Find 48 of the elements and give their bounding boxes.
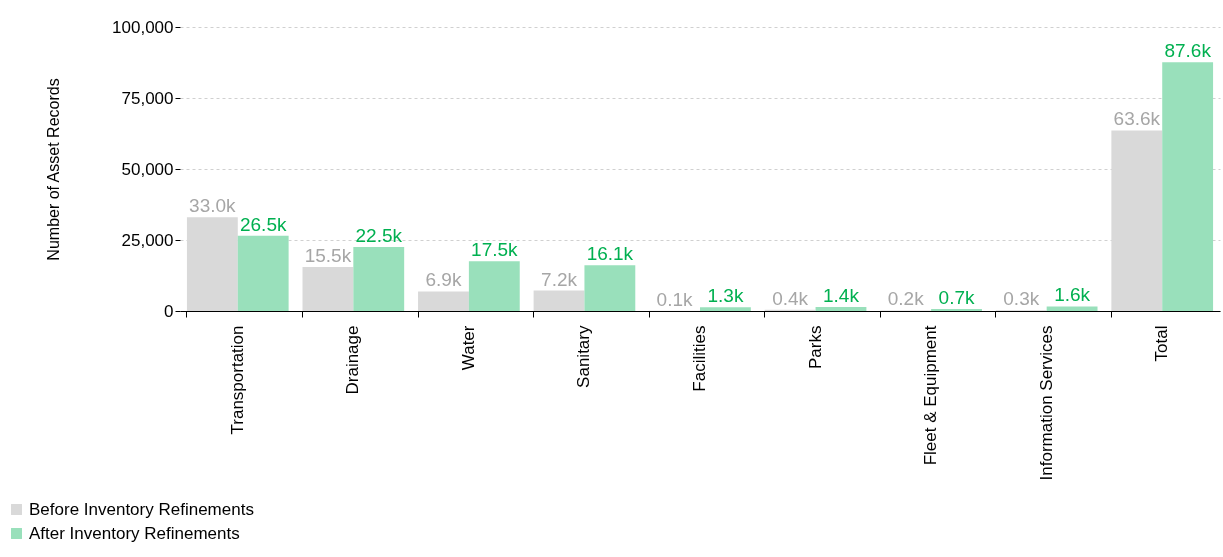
- y-tick-label: 50,000: [121, 159, 174, 179]
- y-axis-title: Number of Asset Records: [45, 78, 63, 261]
- x-tick-label: Information Services: [1036, 325, 1056, 481]
- data-label: 0.2k: [887, 288, 925, 310]
- data-label: 0.3k: [1003, 288, 1040, 310]
- data-label: 1.3k: [707, 285, 744, 307]
- data-label: 87.6k: [1164, 40, 1212, 62]
- bar: [237, 235, 289, 311]
- y-tick-label: 0: [164, 301, 174, 321]
- bar: [418, 291, 469, 311]
- bar: [302, 266, 354, 311]
- x-tick-label: Drainage: [343, 325, 363, 395]
- bar: [353, 247, 405, 311]
- data-label: 22.5k: [355, 225, 403, 247]
- x-tick-label: Total: [1152, 325, 1172, 362]
- data-label: 33.0k: [189, 195, 237, 217]
- data-label: 15.5k: [304, 244, 352, 266]
- x-tick-label: Water: [458, 325, 478, 371]
- bar: [584, 265, 636, 311]
- x-tick-label: Fleet & Equipment: [921, 325, 941, 466]
- bar: [533, 290, 585, 311]
- data-label: 0.1k: [656, 288, 694, 310]
- bar: [186, 217, 238, 311]
- legend-label: After Inventory Refinements: [29, 523, 240, 543]
- legend-label: Before Inventory Refinements: [29, 499, 254, 519]
- data-label: 1.4k: [823, 285, 860, 307]
- x-tick-label: Facilities: [690, 325, 709, 392]
- bar: [1111, 130, 1163, 311]
- y-tick-label: 25,000: [121, 230, 174, 250]
- data-label: 1.6k: [1054, 284, 1091, 306]
- bar: [468, 261, 520, 311]
- data-label: 26.5k: [239, 213, 287, 235]
- data-label: 17.5k: [471, 239, 519, 261]
- data-label: 7.2k: [541, 268, 578, 290]
- bar: [700, 307, 751, 311]
- data-label: 6.9k: [425, 269, 462, 291]
- y-tick-label: 75,000: [121, 88, 174, 108]
- bar: [815, 307, 867, 311]
- bar: [1162, 62, 1214, 311]
- data-label: 16.1k: [586, 243, 634, 265]
- data-label: 0.7k: [938, 287, 975, 309]
- x-tick-label: Transportation: [227, 325, 247, 435]
- y-tick-label: 100,000: [112, 17, 174, 37]
- bar: [1046, 306, 1098, 311]
- data-label: 63.6k: [1113, 108, 1161, 130]
- x-tick-label: Sanitary: [574, 325, 594, 388]
- data-label: 0.4k: [772, 287, 809, 309]
- x-tick-label: Parks: [805, 325, 825, 369]
